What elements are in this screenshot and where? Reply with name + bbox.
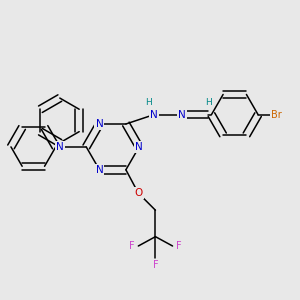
Text: F: F <box>153 260 158 270</box>
Text: H: H <box>145 98 152 107</box>
Text: O: O <box>134 188 142 198</box>
Text: N: N <box>150 110 158 120</box>
Text: F: F <box>129 241 135 251</box>
Text: F: F <box>176 241 182 251</box>
Text: N: N <box>135 142 143 152</box>
Text: N: N <box>178 110 186 120</box>
Text: H: H <box>205 98 212 107</box>
Text: N: N <box>96 119 103 129</box>
Text: N: N <box>96 165 103 175</box>
Text: Br: Br <box>271 110 281 120</box>
Text: N: N <box>56 142 64 152</box>
